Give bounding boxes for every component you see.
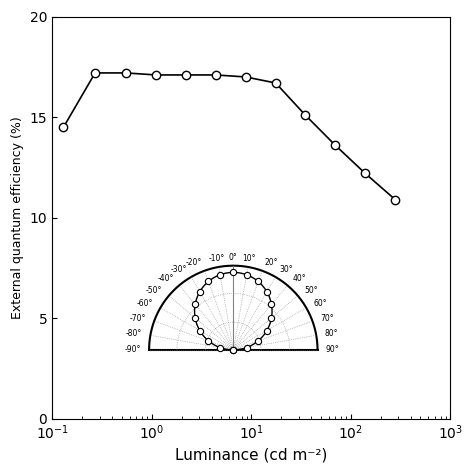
Text: -90°: -90° (124, 346, 141, 355)
X-axis label: Luminance (cd m⁻²): Luminance (cd m⁻²) (175, 448, 328, 463)
Text: 60°: 60° (313, 299, 327, 308)
Text: 10°: 10° (243, 254, 256, 263)
Text: -50°: -50° (146, 286, 162, 295)
Text: 0°: 0° (229, 253, 237, 262)
Text: -20°: -20° (185, 258, 201, 267)
Text: 70°: 70° (320, 314, 334, 323)
Text: -30°: -30° (171, 265, 187, 274)
Text: 30°: 30° (280, 265, 293, 274)
Text: 40°: 40° (293, 274, 307, 283)
Text: -60°: -60° (137, 299, 153, 308)
Text: 90°: 90° (326, 346, 339, 355)
Y-axis label: External quantum efficiency (%): External quantum efficiency (%) (11, 116, 24, 319)
Text: 20°: 20° (265, 258, 279, 267)
Text: 80°: 80° (325, 329, 338, 338)
Text: -10°: -10° (209, 254, 225, 263)
Text: -80°: -80° (126, 329, 142, 338)
Text: -70°: -70° (130, 314, 146, 323)
Text: -40°: -40° (157, 274, 174, 283)
Text: 50°: 50° (304, 286, 318, 295)
